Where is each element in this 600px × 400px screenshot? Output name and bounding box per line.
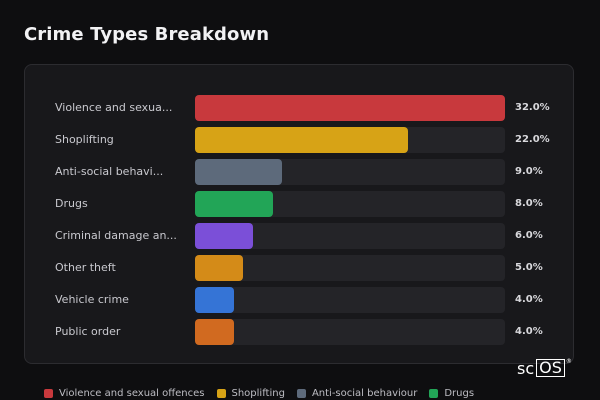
value-label: 4.0% bbox=[515, 294, 543, 305]
scos-logo: sc OS ® bbox=[517, 358, 572, 378]
category-label: Other theft bbox=[55, 261, 116, 274]
category-label: Anti-social behavi... bbox=[55, 165, 164, 178]
chart-title: Crime Types Breakdown bbox=[24, 24, 270, 45]
legend-swatch bbox=[429, 389, 439, 398]
bar-track bbox=[195, 319, 505, 345]
bar-track bbox=[195, 159, 505, 185]
bar-row: Criminal damage an... 6.0% bbox=[25, 223, 575, 249]
bar[interactable] bbox=[195, 159, 283, 185]
legend-label: Violence and sexual offences bbox=[59, 388, 205, 399]
legend-item[interactable]: Shoplifting bbox=[216, 388, 285, 399]
legend-swatch bbox=[216, 389, 226, 398]
legend-swatch bbox=[44, 389, 53, 398]
legend-label: Drugs bbox=[444, 388, 475, 399]
chart-panel: Violence and sexua... 32.0% Shoplifting 22.… bbox=[24, 64, 574, 364]
bar-row: Vehicle crime 4.0% bbox=[25, 287, 575, 313]
logo-text-os: OS bbox=[536, 359, 565, 377]
chart-legend: Violence and sexual offences Shoplifting A… bbox=[44, 387, 486, 400]
bar-row: Other theft 5.0% bbox=[25, 255, 575, 281]
bar[interactable] bbox=[195, 287, 234, 313]
logo-text-sc: sc bbox=[517, 358, 535, 378]
value-label: 4.0% bbox=[515, 326, 543, 337]
bar-track bbox=[195, 127, 505, 153]
value-label: 32.0% bbox=[515, 102, 550, 113]
value-label: 9.0% bbox=[515, 166, 543, 177]
bar-track bbox=[195, 287, 505, 313]
value-label: 8.0% bbox=[515, 198, 543, 209]
bar[interactable] bbox=[195, 127, 409, 153]
legend-swatch bbox=[296, 389, 306, 398]
bar-row: Shoplifting 22.0% bbox=[25, 127, 575, 153]
value-label: 6.0% bbox=[515, 230, 543, 241]
legend-label: Shoplifting bbox=[231, 388, 285, 399]
category-label: Drugs bbox=[55, 197, 88, 210]
category-label: Shoplifting bbox=[55, 133, 114, 146]
bar-row: Public order 4.0% bbox=[25, 319, 575, 345]
legend-item[interactable]: Drugs bbox=[429, 388, 474, 399]
category-label: Violence and sexua... bbox=[55, 101, 173, 114]
bar-track bbox=[195, 223, 505, 249]
legend-item[interactable]: Anti-social behaviour bbox=[296, 388, 418, 399]
registered-mark: ® bbox=[565, 358, 572, 365]
value-label: 5.0% bbox=[515, 262, 543, 273]
bar-track bbox=[195, 255, 505, 281]
bar[interactable] bbox=[195, 191, 273, 217]
category-label: Criminal damage an... bbox=[55, 229, 177, 242]
bar-row: Drugs 8.0% bbox=[25, 191, 575, 217]
legend-label: Anti-social behaviour bbox=[311, 388, 418, 399]
bar[interactable] bbox=[195, 319, 234, 345]
bar[interactable] bbox=[195, 255, 244, 281]
bar-track bbox=[195, 191, 505, 217]
legend-item[interactable]: Violence and sexual offences bbox=[44, 388, 205, 399]
bar-track bbox=[195, 95, 505, 121]
category-label: Vehicle crime bbox=[55, 293, 129, 306]
bar[interactable] bbox=[195, 95, 505, 121]
bar[interactable] bbox=[195, 223, 254, 249]
bar-row: Anti-social behavi... 9.0% bbox=[25, 159, 575, 185]
bar-row: Violence and sexua... 32.0% bbox=[25, 95, 575, 121]
category-label: Public order bbox=[55, 325, 121, 338]
value-label: 22.0% bbox=[515, 134, 550, 145]
